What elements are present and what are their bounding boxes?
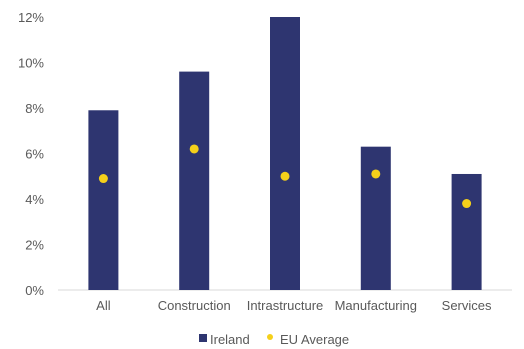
bar-all <box>88 110 119 291</box>
y-tick-label: 4% <box>25 192 44 207</box>
point-construction <box>189 144 199 154</box>
legend-label-eu-average: EU Average <box>280 332 349 347</box>
y-tick-label: 8% <box>25 101 44 116</box>
bar-construction <box>179 71 210 290</box>
y-tick-label: 0% <box>25 283 44 298</box>
legend-swatch-ireland <box>199 334 207 342</box>
point-series-eu-average <box>98 144 472 209</box>
y-tick-label: 2% <box>25 238 44 253</box>
bar-manufacturing <box>360 146 391 290</box>
point-services <box>462 199 472 209</box>
legend: Ireland EU Average <box>199 332 349 347</box>
bar-series-ireland <box>88 17 482 291</box>
y-tick-label: 12% <box>18 10 44 25</box>
point-manufacturing <box>371 169 381 179</box>
x-axis: All Construction Intrastructure Manufacturi… <box>96 298 492 313</box>
point-all <box>98 174 108 184</box>
x-tick-label: Services <box>442 298 492 313</box>
x-tick-label: Manufacturing <box>335 298 417 313</box>
bar-intrastructure <box>270 17 300 290</box>
y-axis: 0% 2% 4% 6% 8% 10% 12% <box>18 10 44 298</box>
y-tick-label: 6% <box>25 147 44 162</box>
legend-label-ireland: Ireland <box>210 332 250 347</box>
point-intrastructure <box>280 171 290 181</box>
x-tick-label: All <box>96 298 111 313</box>
legend-swatch-eu-average <box>267 334 273 340</box>
x-tick-label: Construction <box>158 298 231 313</box>
y-tick-label: 10% <box>18 56 44 71</box>
x-tick-label: Intrastructure <box>247 298 324 313</box>
bar-services <box>451 173 482 290</box>
